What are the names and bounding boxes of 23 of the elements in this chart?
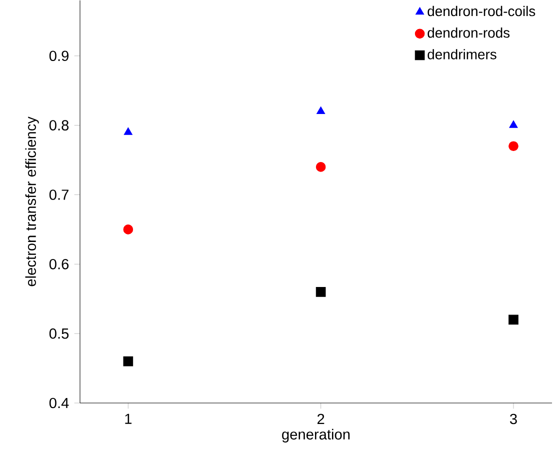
x-tick-label: 1: [125, 414, 132, 424]
point: [508, 314, 518, 325]
y-tick-label: 0.6: [49, 258, 69, 270]
point: [316, 287, 326, 297]
x-tick-label: 3: [510, 414, 517, 424]
point: [124, 127, 132, 135]
y-tick-label: 0.4: [49, 398, 69, 408]
x-tick-label: 2: [317, 414, 324, 424]
legend-label: dendrimers: [428, 49, 496, 60]
legend-label: dendron-rods: [428, 28, 510, 38]
x-axis-title: generation: [282, 428, 350, 442]
point: [316, 162, 326, 172]
point: [508, 141, 518, 152]
y-tick-label: 0.5: [49, 328, 69, 339]
y-tick-label: 0.7: [49, 190, 68, 200]
point: [123, 224, 134, 234]
legend-label: dendron-rod-coils: [428, 6, 536, 16]
point: [509, 120, 518, 128]
y-tick-label: 0.9: [49, 50, 69, 62]
y-tick-label: 0.8: [49, 120, 69, 130]
point: [123, 356, 134, 366]
point: [316, 106, 326, 114]
y-axis-title: electron transfer efficiency: [25, 116, 39, 286]
